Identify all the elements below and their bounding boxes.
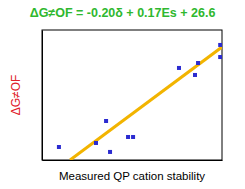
data-point [193, 73, 197, 77]
data-point [196, 61, 200, 65]
data-point [104, 119, 108, 123]
data-point [94, 141, 98, 145]
x-axis-title: Measured QP cation stability [59, 170, 205, 182]
title: ΔG≠OF = -0.20δ + 0.17Es + 26.6 [30, 6, 216, 20]
data-point [108, 150, 112, 154]
data-point [218, 43, 222, 47]
plot-frame [42, 30, 222, 160]
fit-line [70, 47, 222, 160]
data-point [177, 66, 181, 70]
data-point [218, 55, 222, 59]
plot-area [57, 43, 222, 160]
data-point [126, 135, 130, 139]
chart: ΔG≠OF = -0.20δ + 0.17Es + 26.6 Measured Q… [0, 0, 245, 189]
data-point [131, 135, 135, 139]
y-axis-title: ΔG≠OF [9, 75, 23, 116]
data-point [57, 145, 61, 149]
